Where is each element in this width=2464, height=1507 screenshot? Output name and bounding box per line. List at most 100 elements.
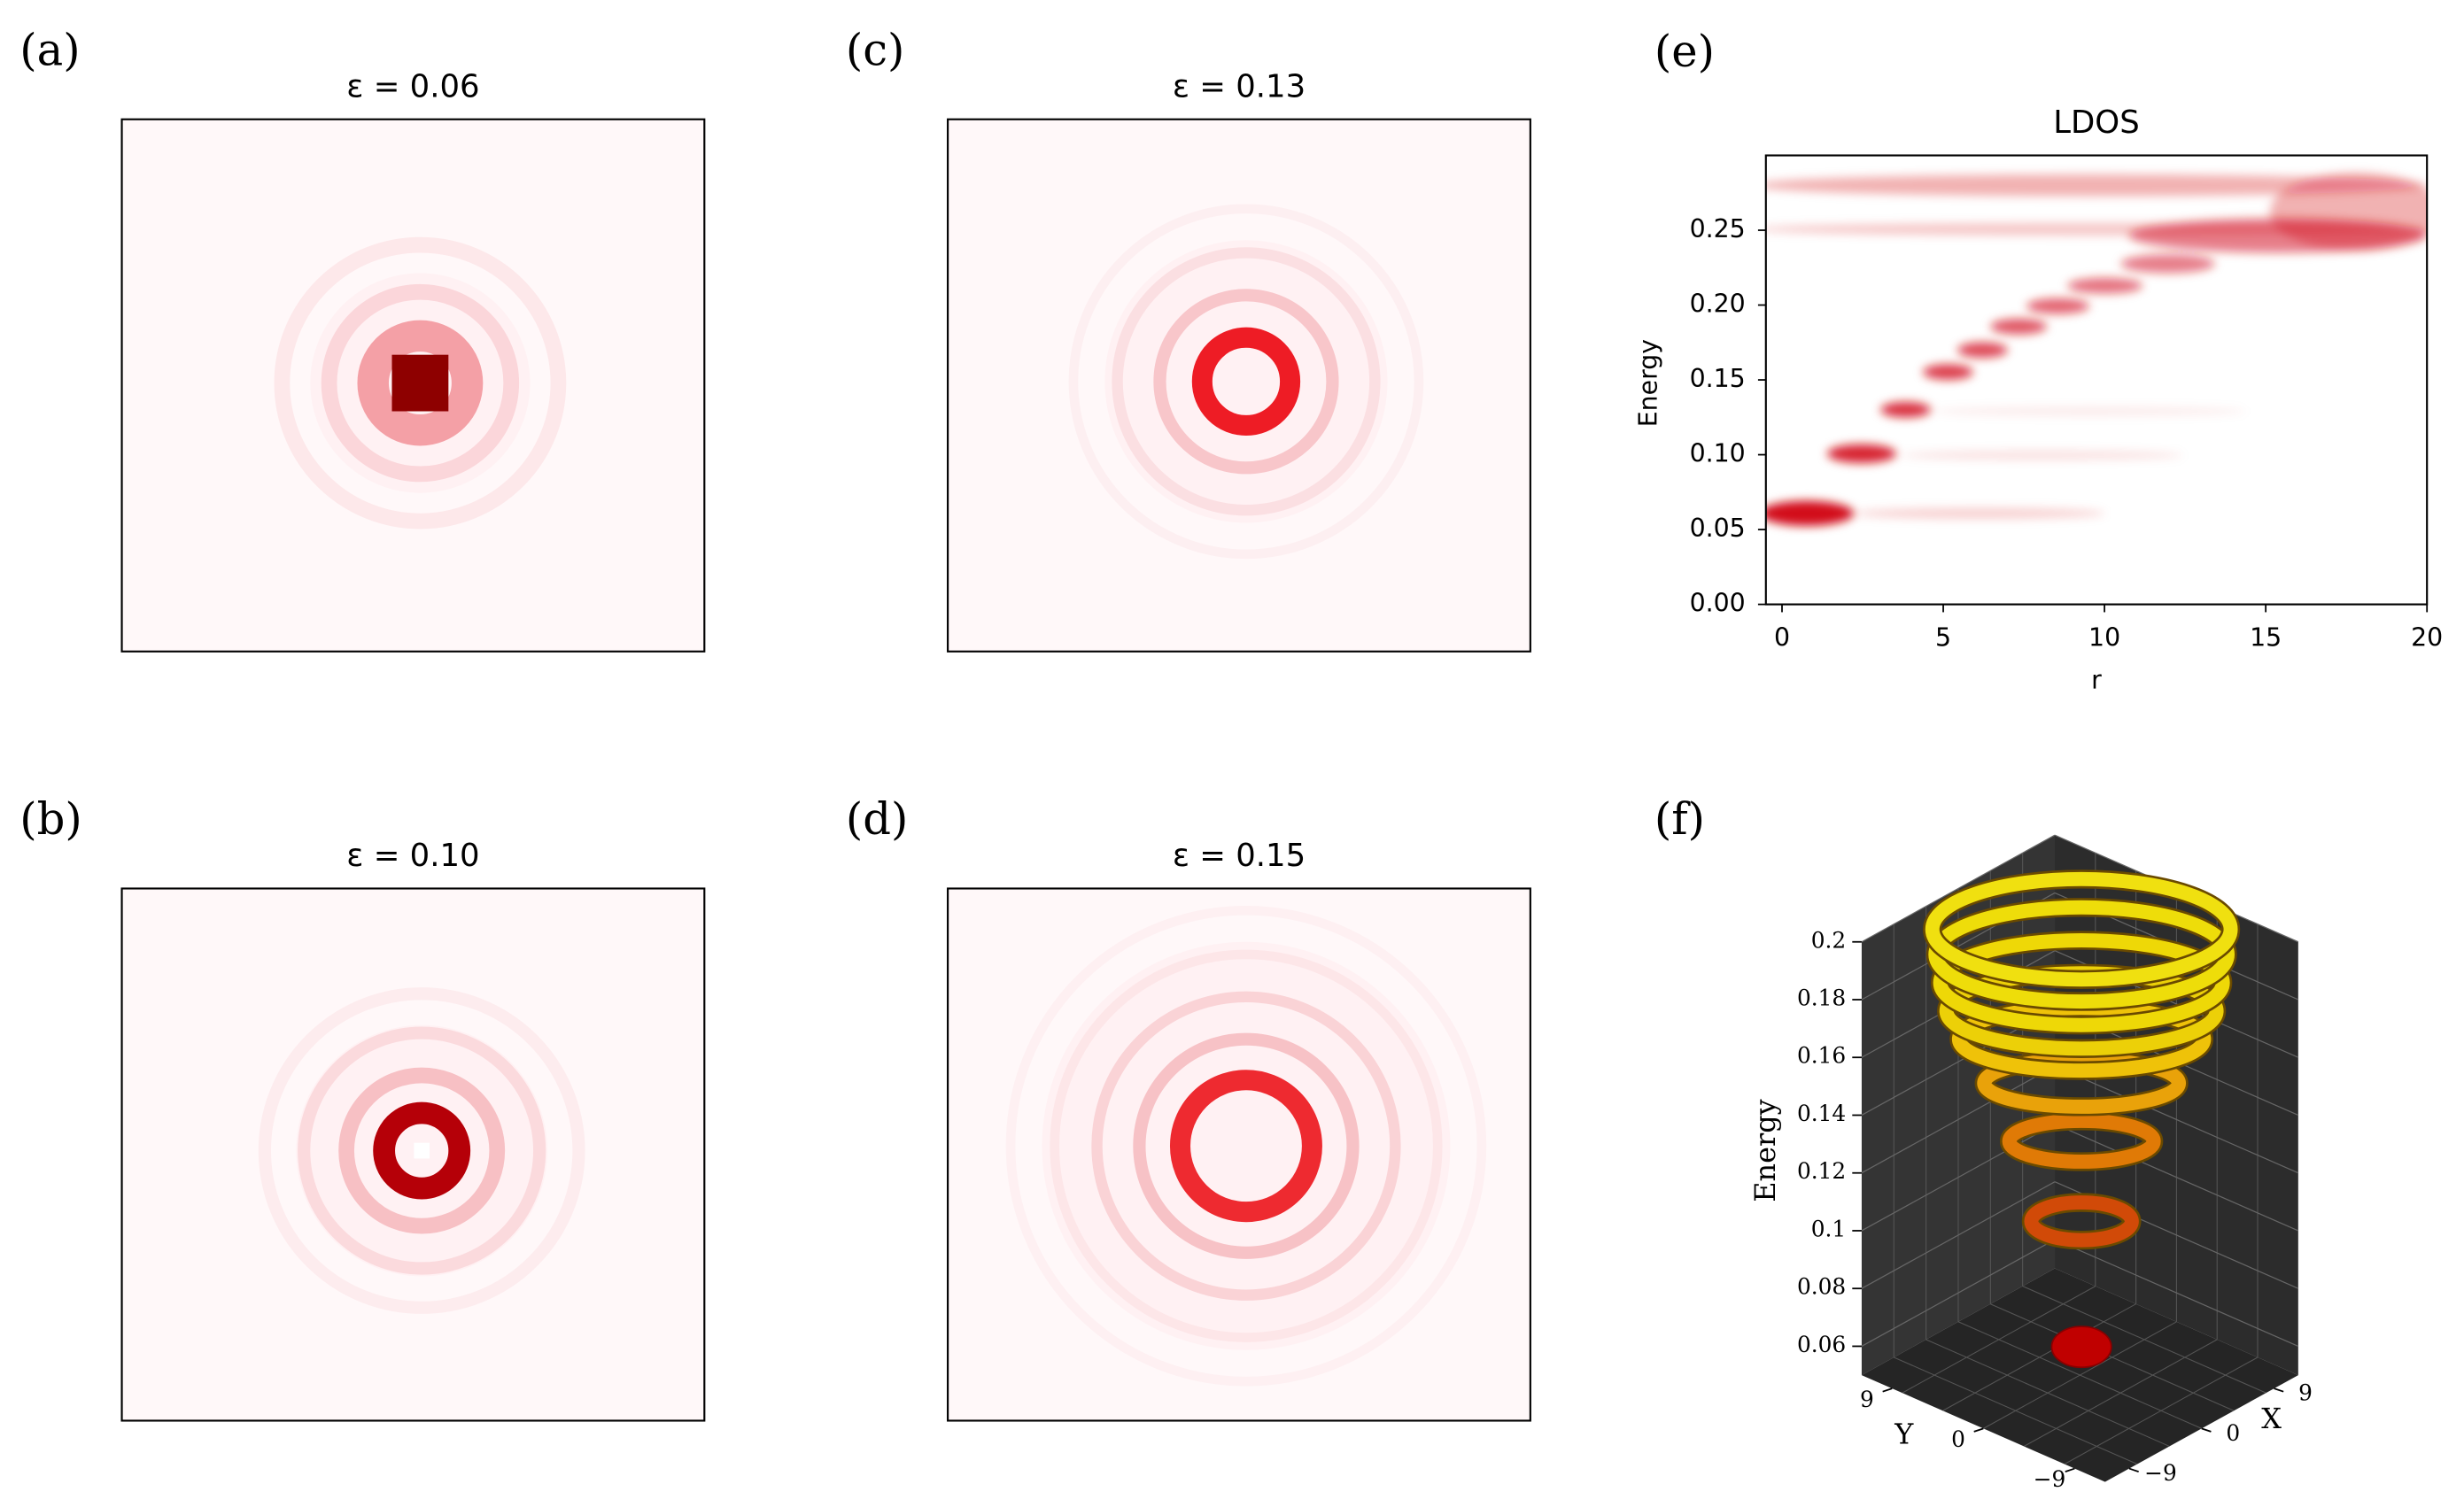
- panel-label: (e): [1654, 26, 1715, 77]
- y-tick-label: 0.00: [1690, 589, 1746, 618]
- heat-blob: [1901, 450, 2184, 460]
- image-ring: [373, 1101, 471, 1200]
- x-tick-label: −9: [2144, 1460, 2177, 1486]
- chart-title: LDOS: [2053, 104, 2139, 141]
- panel-label: (f): [1654, 793, 1705, 845]
- z-grid-line: [1861, 1065, 2056, 1174]
- torus: [1933, 932, 2230, 1032]
- y-tick-label: 9: [1860, 1387, 1874, 1412]
- heat-blob: [2128, 218, 2428, 253]
- x-tick-label: 5: [1935, 623, 1951, 653]
- z-tick-label: 0.18: [1797, 985, 1846, 1010]
- z-tick-label: 0.2: [1811, 927, 1846, 953]
- image-ring: [357, 320, 484, 446]
- image-ring: [1191, 327, 1301, 436]
- heat-blob: [1826, 444, 1896, 464]
- x-tick: [2274, 1387, 2284, 1393]
- torus: [2002, 1113, 2161, 1169]
- z-grid-line: [1861, 1123, 2056, 1232]
- torus: [1928, 900, 2235, 1009]
- z-tick-label: 0.16: [1797, 1043, 1846, 1069]
- torus: [2050, 1325, 2112, 1369]
- y-tick-label: 0.15: [1690, 364, 1746, 393]
- x-axis-label: X: [2261, 1402, 2282, 1435]
- image-ring: [1068, 204, 1424, 560]
- panel-label: (a): [19, 24, 80, 75]
- panel-title: ε = 0.10: [346, 838, 479, 874]
- x-tick-label: 20: [2411, 623, 2443, 653]
- heat-blob: [1990, 318, 2048, 335]
- torus: [1977, 1052, 2187, 1114]
- y-tick-label: 0.05: [1690, 514, 1746, 543]
- z-grid-line: [1861, 834, 2056, 943]
- image-ring: [274, 236, 567, 529]
- heat-blob: [2067, 277, 2143, 294]
- x-tick-label: 15: [2250, 623, 2282, 653]
- z-axis-label: Energy: [1748, 1099, 1782, 1202]
- panel-title: ε = 0.06: [346, 68, 479, 104]
- x-tick-label: 0: [1774, 623, 1790, 653]
- panel-label: (d): [846, 793, 908, 845]
- panel-label: (b): [19, 793, 82, 845]
- z-tick-label: 0.12: [1797, 1158, 1846, 1184]
- image-ring: [298, 1026, 546, 1275]
- heat-blob: [1957, 342, 2008, 359]
- image-ring: [321, 283, 520, 483]
- panel-label: (c): [846, 24, 905, 75]
- image-frame: [120, 118, 706, 653]
- x-tick-label: 0: [2226, 1420, 2240, 1446]
- heat-blob: [1932, 406, 2247, 416]
- z-tick-label: 0.06: [1797, 1332, 1846, 1357]
- image-frame: [120, 887, 706, 1422]
- image-ring: [1050, 949, 1443, 1342]
- floor-grid: [2064, 1356, 2259, 1465]
- y-tick-label: 0: [1951, 1426, 1965, 1452]
- image-ring: [338, 1067, 506, 1234]
- torus: [2024, 1195, 2139, 1248]
- image-ring: [258, 987, 585, 1314]
- image-frame: [947, 118, 1531, 653]
- panel-title: ε = 0.15: [1173, 838, 1306, 874]
- image-ring: [1133, 1032, 1360, 1259]
- y-tick-label: 0.25: [1690, 214, 1746, 243]
- heat-blob: [1765, 500, 1855, 526]
- heat-blob: [1880, 401, 1931, 418]
- image-core: [391, 354, 449, 412]
- heat-blob: [1765, 174, 2428, 197]
- image-halo: [1042, 941, 1451, 1350]
- y-tick: [1882, 1387, 1893, 1393]
- y-tick-label: 0.20: [1690, 290, 1746, 319]
- y-tick-label: 0.10: [1690, 439, 1746, 468]
- y-tick-label: −9: [2034, 1466, 2066, 1492]
- image-ring: [1005, 905, 1487, 1387]
- heat-blob: [1923, 364, 1973, 381]
- z-tick-label: 0.1: [1811, 1216, 1846, 1241]
- y-axis-label: Y: [1894, 1418, 1914, 1451]
- heat-blob: [1854, 507, 2105, 519]
- y-tick: [1973, 1427, 1984, 1433]
- image-frame: [947, 887, 1531, 1422]
- x-tick: [2201, 1427, 2212, 1433]
- z-tick-label: 0.08: [1797, 1274, 1846, 1300]
- z-grid-line: [2054, 1123, 2299, 1232]
- torus: [1925, 871, 2238, 987]
- panel-title: ε = 0.13: [1173, 68, 1306, 104]
- heat-blob: [2026, 298, 2090, 314]
- image-hole: [414, 1142, 430, 1159]
- x-axis-label: r: [2091, 665, 2102, 694]
- z-grid-line: [1861, 1181, 2056, 1289]
- image-ring: [1112, 247, 1381, 516]
- y-tick: [2065, 1467, 2075, 1472]
- z-tick-label: 0.14: [1797, 1101, 1846, 1126]
- heatmap-blur: [1765, 173, 2428, 526]
- image-halo: [1104, 240, 1388, 523]
- z-grid-line: [2054, 1239, 2299, 1348]
- y-axis-label: Energy: [1634, 339, 1663, 427]
- heat-blob: [2120, 254, 2215, 274]
- image-ring: [1153, 289, 1339, 475]
- x-tick-label: 9: [2298, 1380, 2313, 1406]
- x-tick: [2128, 1467, 2139, 1472]
- heatmap: [1765, 173, 2428, 526]
- z-grid-line: [2054, 1065, 2299, 1174]
